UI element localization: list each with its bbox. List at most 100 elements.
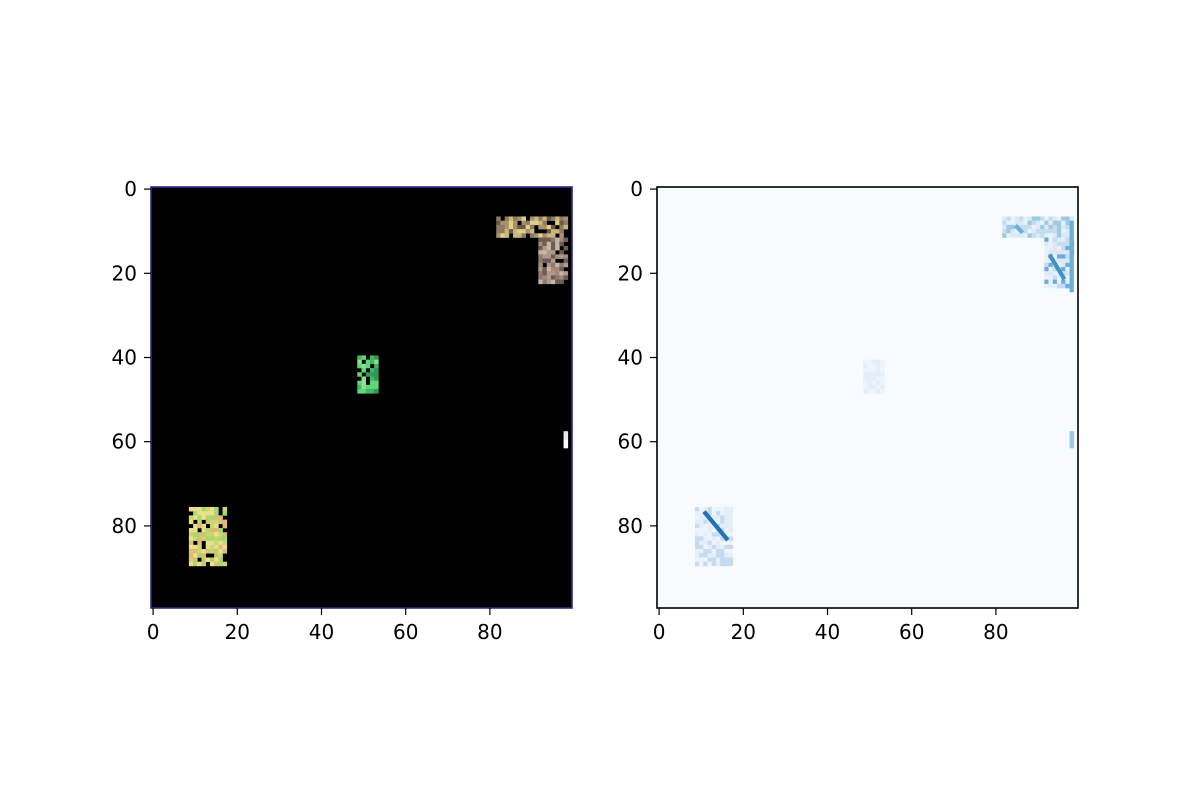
heatmap-cell [563, 275, 569, 280]
heatmap-cell [205, 506, 211, 512]
heatmap-cell [694, 528, 700, 533]
heatmap-cell [555, 241, 560, 247]
heatmap-cell [1035, 233, 1041, 238]
heatmap-cell [550, 216, 556, 221]
heatmap-cell [563, 439, 569, 445]
heatmap-cell [863, 389, 868, 394]
heatmap-cell [1002, 229, 1007, 234]
heatmap-cell [1069, 216, 1075, 221]
heatmap-cell [214, 544, 219, 550]
feature-stroke [702, 510, 730, 542]
heatmap-cell [1014, 220, 1020, 226]
heatmap-cell [209, 532, 215, 537]
heatmap-cell [1044, 229, 1049, 234]
heatmap-cell [369, 359, 375, 365]
heatmap-cell [521, 233, 526, 238]
heatmap-cell [504, 216, 510, 221]
heatmap-cell [699, 536, 704, 541]
heatmap-cell [521, 224, 526, 230]
heatmap-cell [369, 376, 375, 381]
heatmap-cell [1027, 233, 1032, 238]
heatmap-cell [214, 553, 219, 558]
x-tick-label: 40 [309, 620, 334, 644]
heatmap-cell [711, 515, 717, 520]
heatmap-cell [563, 271, 569, 276]
heatmap-cell [1065, 216, 1070, 221]
heatmap-cell [214, 532, 219, 537]
heatmap-cell [563, 443, 569, 449]
heatmap-cell [496, 229, 501, 234]
heatmap-cell [205, 519, 211, 525]
heatmap-cell [1048, 233, 1054, 238]
heatmap-cell [513, 220, 518, 226]
heatmap-cell [209, 536, 215, 541]
heatmap-cell [1056, 279, 1062, 285]
heatmap-cell [542, 275, 548, 280]
heatmap-cell [209, 523, 215, 529]
heatmap-cell [546, 241, 552, 247]
heatmap-cell [1052, 233, 1058, 238]
heatmap-cell [1023, 216, 1028, 221]
heatmap-cell [550, 224, 556, 230]
heatmap-cell [720, 557, 725, 562]
heatmap-cell [559, 271, 564, 276]
heatmap-cell [1031, 216, 1037, 221]
heatmap-cell [1061, 220, 1066, 226]
heatmap-cell [205, 540, 211, 546]
heatmap-cell [694, 523, 700, 529]
heatmap-cell [546, 271, 552, 276]
heatmap-cell [1048, 216, 1054, 221]
heatmap-cell [1044, 271, 1049, 276]
heatmap-cell [715, 557, 721, 562]
heatmap-cell [205, 528, 211, 533]
heatmap-cell [724, 532, 729, 537]
right-heatmap-panel: 0 20 40 60 80 0 20 40 60 80 [618, 177, 1079, 644]
heatmap-cell [214, 561, 219, 567]
y-tick-label: 20 [112, 261, 137, 285]
heatmap-cell [188, 519, 194, 525]
heatmap-cell [1061, 233, 1066, 238]
axes-frame [656, 186, 1079, 609]
heatmap-cell [542, 237, 548, 243]
heatmap-cell [365, 389, 371, 394]
heatmap-cell [1052, 216, 1058, 221]
heatmap-cell [707, 557, 713, 562]
y-tick-label: 0 [630, 177, 643, 201]
heatmap-cell [1056, 250, 1062, 255]
heatmap-cell [193, 506, 198, 512]
heatmap-cell [201, 511, 207, 516]
heatmap-cell [1065, 271, 1070, 276]
heatmap-cell [715, 519, 721, 525]
heatmap-cell [1044, 245, 1049, 251]
heatmap-cell [504, 233, 510, 238]
heatmap-cell [563, 237, 569, 243]
heatmap-cell [715, 515, 721, 520]
heatmap-cell [222, 511, 228, 516]
heatmap-cell [374, 359, 379, 365]
heatmap-cell [863, 372, 868, 377]
heatmap-cell [218, 553, 223, 558]
heatmap-cell [707, 532, 713, 537]
heatmap-cell [222, 561, 228, 567]
heatmap-cell [374, 380, 379, 386]
heatmap-cell [218, 532, 223, 537]
heatmap-cell [1035, 216, 1041, 221]
heatmap-cell [538, 254, 543, 259]
heatmap-cell [1040, 233, 1045, 238]
heatmap-cell [1044, 241, 1049, 247]
heatmap-cell [1061, 224, 1066, 230]
heatmap-cell [546, 237, 552, 243]
heatmap-cell [555, 266, 560, 272]
heatmap-cell [357, 389, 362, 394]
heatmap-cell [1061, 250, 1066, 255]
heatmap-cell [542, 254, 548, 259]
heatmap-cell [361, 384, 367, 390]
heatmap-cell [1065, 258, 1070, 264]
heatmap-cell [542, 271, 548, 276]
heatmap-cell [214, 523, 219, 529]
heatmap-cell [559, 233, 564, 238]
heatmap-cell [496, 216, 501, 221]
heatmap-cell [703, 561, 708, 567]
heatmap-cell [871, 363, 877, 369]
heatmap-cell [197, 523, 202, 529]
